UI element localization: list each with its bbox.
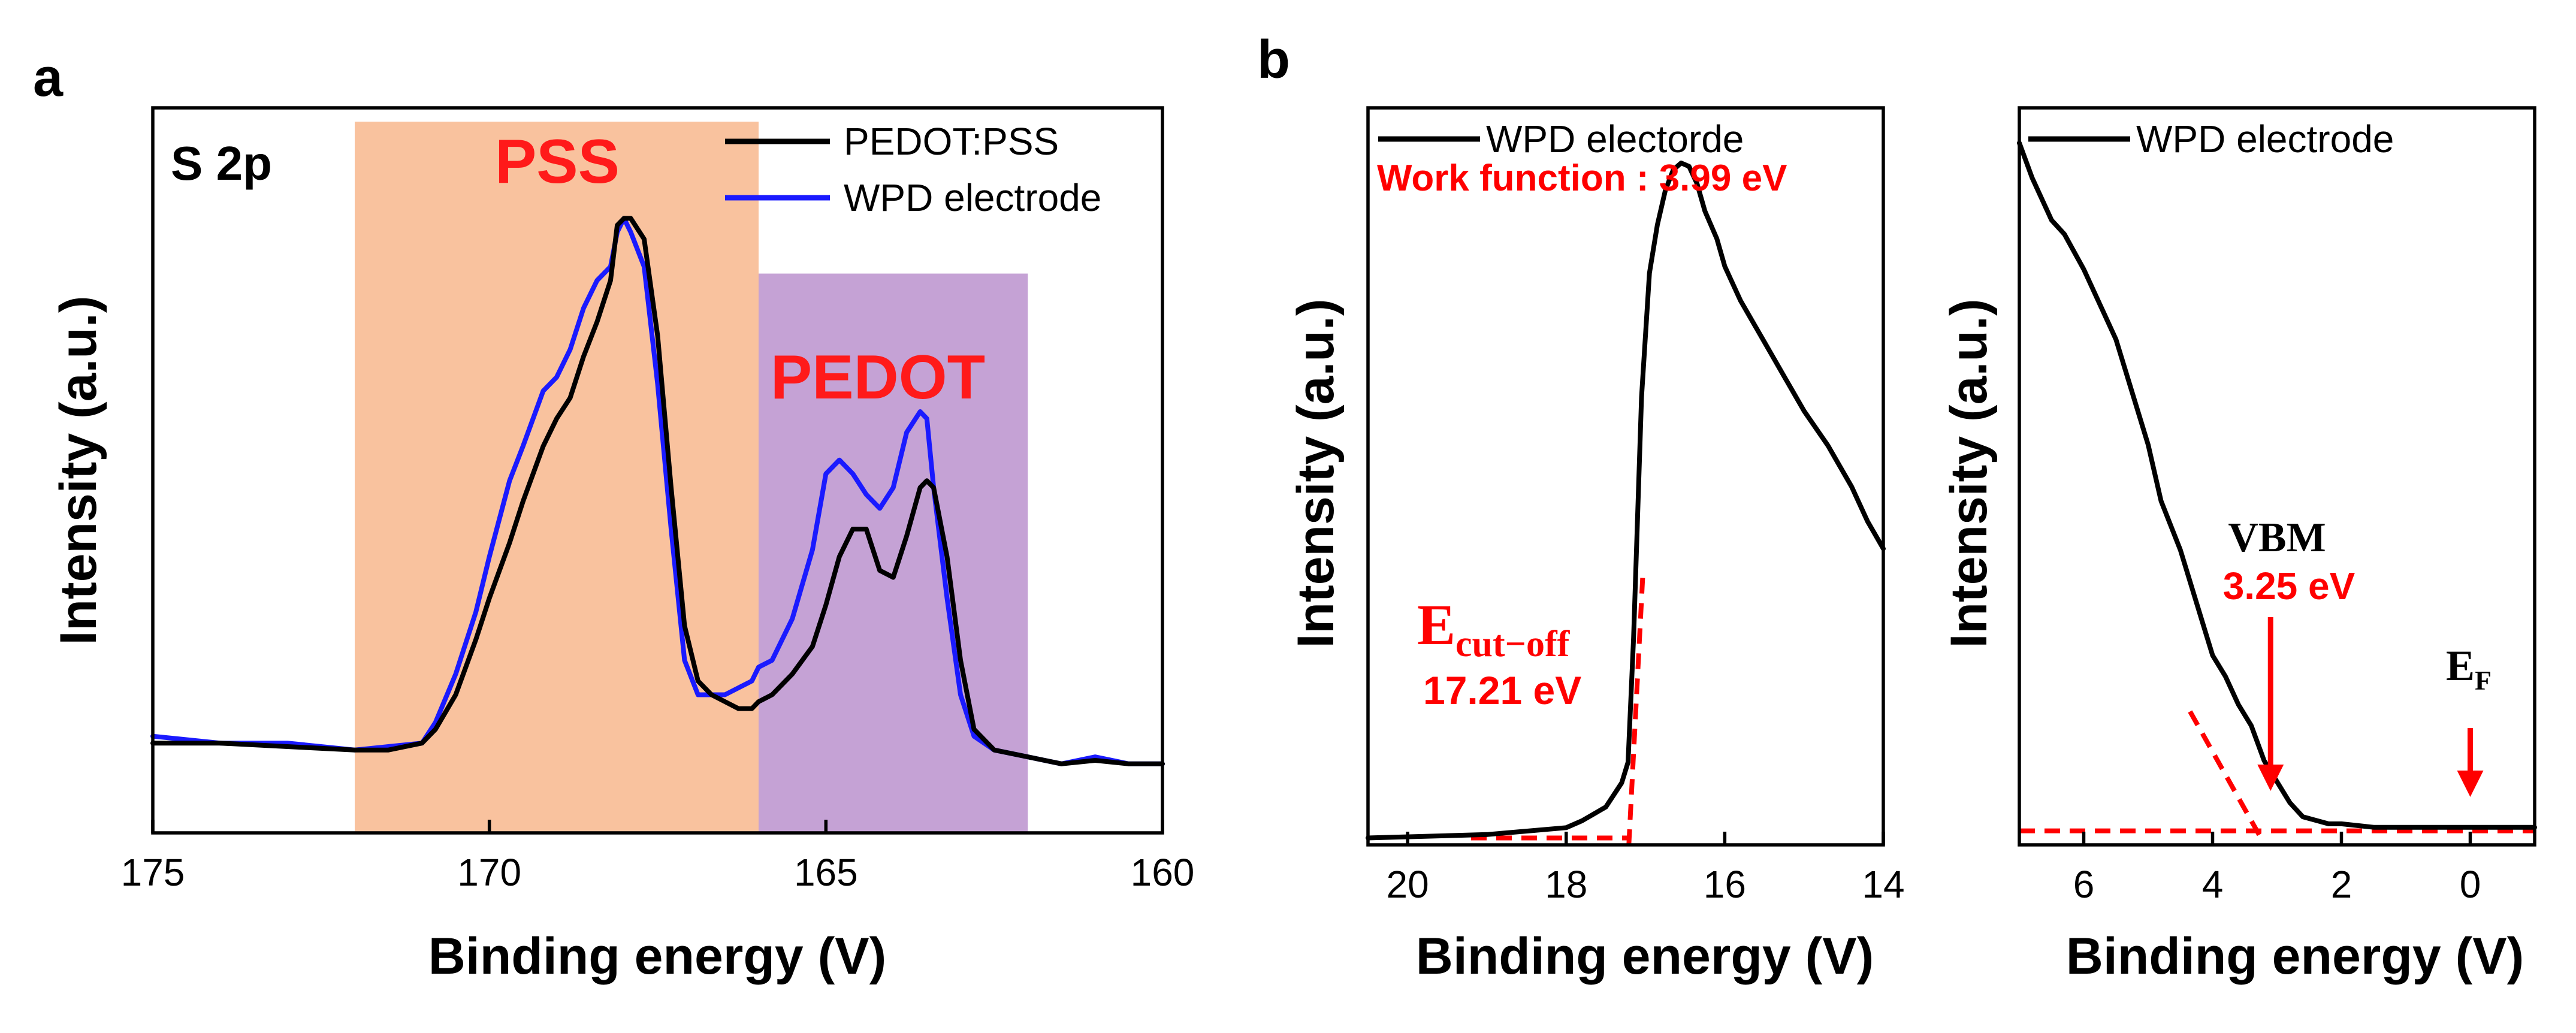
panel-b-left-frame bbox=[1366, 106, 1885, 847]
panel-a-tick-label-165: 165 bbox=[794, 851, 858, 894]
work-function-label: Work function : 3.99 eV bbox=[1377, 158, 1787, 199]
fermi-level-label: EF bbox=[2446, 642, 2492, 696]
panel-a-series-group bbox=[150, 216, 1165, 766]
pedot-region-label: PEDOT bbox=[771, 343, 985, 412]
vbm-fit-line-2 bbox=[2188, 710, 2263, 839]
panel-a-tick-label-175: 175 bbox=[121, 851, 185, 894]
legend-label-wpd-electrode-right: WPD electrode bbox=[2136, 117, 2394, 161]
pss-region bbox=[355, 122, 759, 833]
panel-b-left-fit-lines bbox=[1471, 569, 1646, 845]
panel-a-xlabel: Binding energy (V) bbox=[428, 928, 886, 985]
panel-b-right-tick-label-2: 2 bbox=[2331, 863, 2352, 906]
panel-a-frame bbox=[151, 106, 1164, 835]
panel-b-right-fit-lines bbox=[2019, 710, 2535, 839]
panel-b-letter: b bbox=[1257, 30, 1290, 90]
panel-a-ylabel: Intensity (a.u.) bbox=[50, 296, 107, 645]
panel-b-right-tick-label-0: 0 bbox=[2460, 863, 2481, 906]
panel-b-left-ylabel: Intensity (a.u.) bbox=[1287, 299, 1345, 648]
fermi-symbol-main: E bbox=[2446, 642, 2475, 690]
panel-b-right-xticks: 6 4 2 0 bbox=[2073, 832, 2481, 906]
panel-b-left: 20 18 16 14 WPD electorde Work function : 3… bbox=[1287, 106, 1905, 985]
panel-b-right-frame bbox=[2018, 106, 2536, 847]
panel-b-right-tick-label-6: 6 bbox=[2073, 863, 2095, 906]
pss-region-label: PSS bbox=[495, 127, 620, 197]
panel-b-left-tick-label-14: 14 bbox=[1862, 863, 1904, 906]
panel-b-left-xlabel: Binding energy (V) bbox=[1416, 928, 1874, 985]
vbm-value: 3.25 eV bbox=[2223, 564, 2355, 608]
panel-b-right-tick-label-4: 4 bbox=[2202, 863, 2224, 906]
panel-a: a 175 170 165 160 S 2p PSS PEDOT PEDOT:PSS … bbox=[33, 48, 1194, 985]
series-line-wpd-electorde bbox=[1366, 161, 1886, 841]
series-line-wpd-electrode-right bbox=[2017, 140, 2537, 830]
panel-b-right-arrows bbox=[2257, 617, 2484, 797]
vbm-label: VBM bbox=[2228, 515, 2326, 561]
panel-a-letter: a bbox=[33, 48, 64, 108]
cutoff-symbol: Ecut−off bbox=[1417, 593, 1571, 664]
panel-b-left-tick-label-16: 16 bbox=[1704, 863, 1746, 906]
series-line-pedot-pss bbox=[150, 216, 1165, 766]
panel-b-right-series-group bbox=[2017, 140, 2537, 830]
panel-a-xticks: 175 170 165 160 bbox=[121, 820, 1195, 894]
s2p-label: S 2p bbox=[171, 137, 272, 190]
legend-label-wpd: WPD electrode bbox=[844, 176, 1101, 219]
panel-b-right-ylabel: Intensity (a.u.) bbox=[1940, 299, 1998, 648]
legend-label-pedot-pss: PEDOT:PSS bbox=[844, 120, 1059, 163]
vbm-arrow-head bbox=[2257, 765, 2284, 791]
legend-label-wpd-electorde: WPD electorde bbox=[1486, 117, 1744, 161]
panel-b-right: 6 4 2 0 WPD electrode VBM 3.25 eV EF Bindin… bbox=[1940, 106, 2537, 985]
panel-a-legend: PEDOT:PSS WPD electrode bbox=[725, 120, 1101, 219]
cutoff-value: 17.21 eV bbox=[1423, 668, 1581, 712]
fermi-symbol-sub: F bbox=[2475, 665, 2492, 696]
cutoff-symbol-main: E bbox=[1417, 593, 1455, 657]
panel-b-left-tick-label-20: 20 bbox=[1387, 863, 1429, 906]
panel-b-left-tick-label-18: 18 bbox=[1545, 863, 1587, 906]
panel-a-tick-label-170: 170 bbox=[457, 851, 521, 894]
fermi-arrow-head bbox=[2457, 771, 2484, 797]
panel-b-left-series-group bbox=[1366, 161, 1886, 841]
panel-b-right-xlabel: Binding energy (V) bbox=[2066, 928, 2524, 985]
cutoff-symbol-sub: cut−off bbox=[1455, 624, 1571, 664]
cutoff-fit-line-2 bbox=[1626, 569, 1646, 845]
panel-b-left-xticks: 20 18 16 14 bbox=[1387, 832, 1905, 906]
panel-b: b 20 18 16 14 WPD electorde Work function :… bbox=[1257, 30, 2537, 985]
panel-a-tick-label-160: 160 bbox=[1131, 851, 1195, 894]
